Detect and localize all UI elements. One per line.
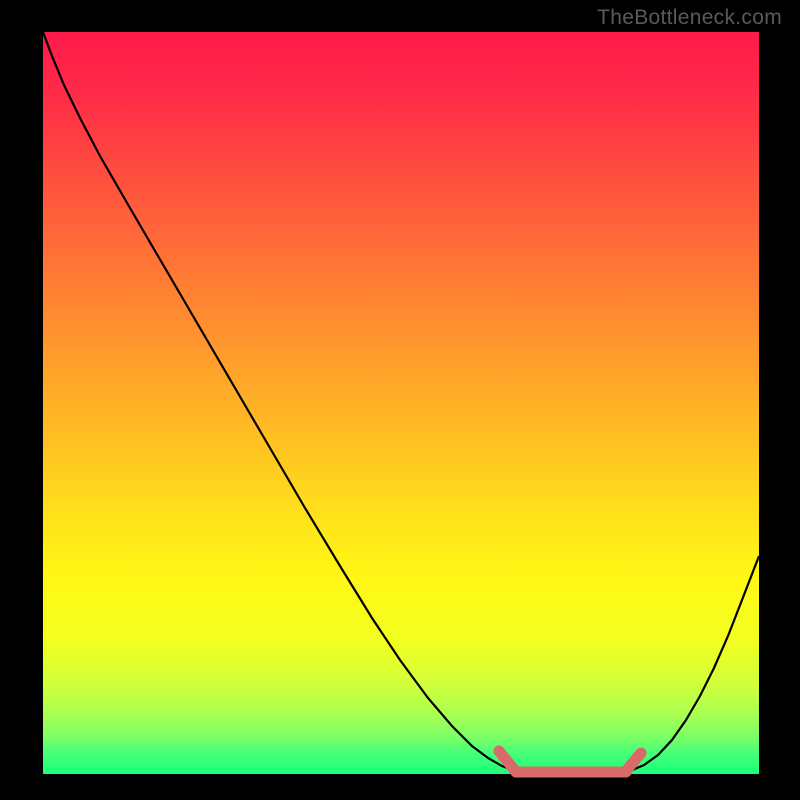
chart-svg — [0, 0, 800, 800]
chart-container: TheBottleneck.com — [0, 0, 800, 800]
